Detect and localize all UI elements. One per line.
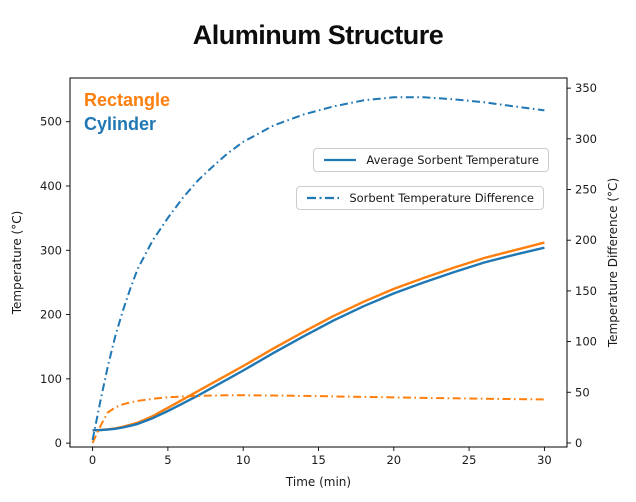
x-tick-label: 10	[236, 453, 251, 467]
x-tick-label: 5	[164, 453, 171, 467]
y-right-tick-label: 250	[575, 183, 597, 197]
y-right-tick-label: 0	[575, 436, 582, 450]
chart-title: Aluminum Structure	[192, 20, 444, 50]
series-line-rectangle-average-sorbent-temperature	[92, 241, 545, 432]
series-line-cylinder-average-sorbent-temperature	[92, 246, 545, 432]
legend-average-temperature: Average Sorbent Temperature	[313, 148, 549, 172]
y-right-tick-label: 350	[575, 81, 597, 95]
y-axis-right-label: Temperature Difference (°C)	[606, 178, 620, 348]
y-right-tick-label: 150	[575, 284, 597, 298]
legend-temperature-difference: Sorbent Temperature Difference	[296, 186, 544, 210]
x-tick-label: 0	[89, 453, 96, 467]
legend-dashdot-line-icon	[307, 196, 340, 200]
series-line-cylinder-sorbent-temperature-difference	[91, 96, 545, 441]
x-tick-label: 15	[311, 453, 326, 467]
y-axis-left-label: Temperature (°C)	[10, 211, 24, 316]
cylinder-label: Cylinder	[84, 114, 157, 134]
y-left-tick-label: 100	[40, 372, 62, 386]
structure-labels: Rectangle Cylinder	[84, 88, 170, 136]
y-right-tick-label: 50	[575, 385, 590, 399]
legend-solid-line-icon	[324, 158, 357, 162]
y-left-tick-label: 300	[40, 243, 62, 257]
x-tick-label: 25	[462, 453, 477, 467]
y-left-tick-label: 400	[40, 179, 62, 193]
y-left-tick-label: 0	[55, 436, 62, 450]
y-right-tick-label: 200	[575, 233, 597, 247]
x-tick-label: 30	[537, 453, 552, 467]
y-right-tick-label: 300	[575, 132, 597, 146]
rectangle-label: Rectangle	[84, 90, 171, 110]
x-axis-label: Time (min)	[285, 475, 351, 489]
legend-label: Sorbent Temperature Difference	[349, 191, 534, 205]
legend-label: Average Sorbent Temperature	[366, 153, 539, 167]
series-line-rectangle-sorbent-temperature-difference	[91, 394, 545, 444]
axes-spines	[69, 77, 568, 448]
x-tick-label: 20	[386, 453, 401, 467]
y-left-tick-label: 200	[40, 308, 62, 322]
y-right-tick-label: 100	[575, 335, 597, 349]
y-left-tick-label: 500	[40, 115, 62, 129]
